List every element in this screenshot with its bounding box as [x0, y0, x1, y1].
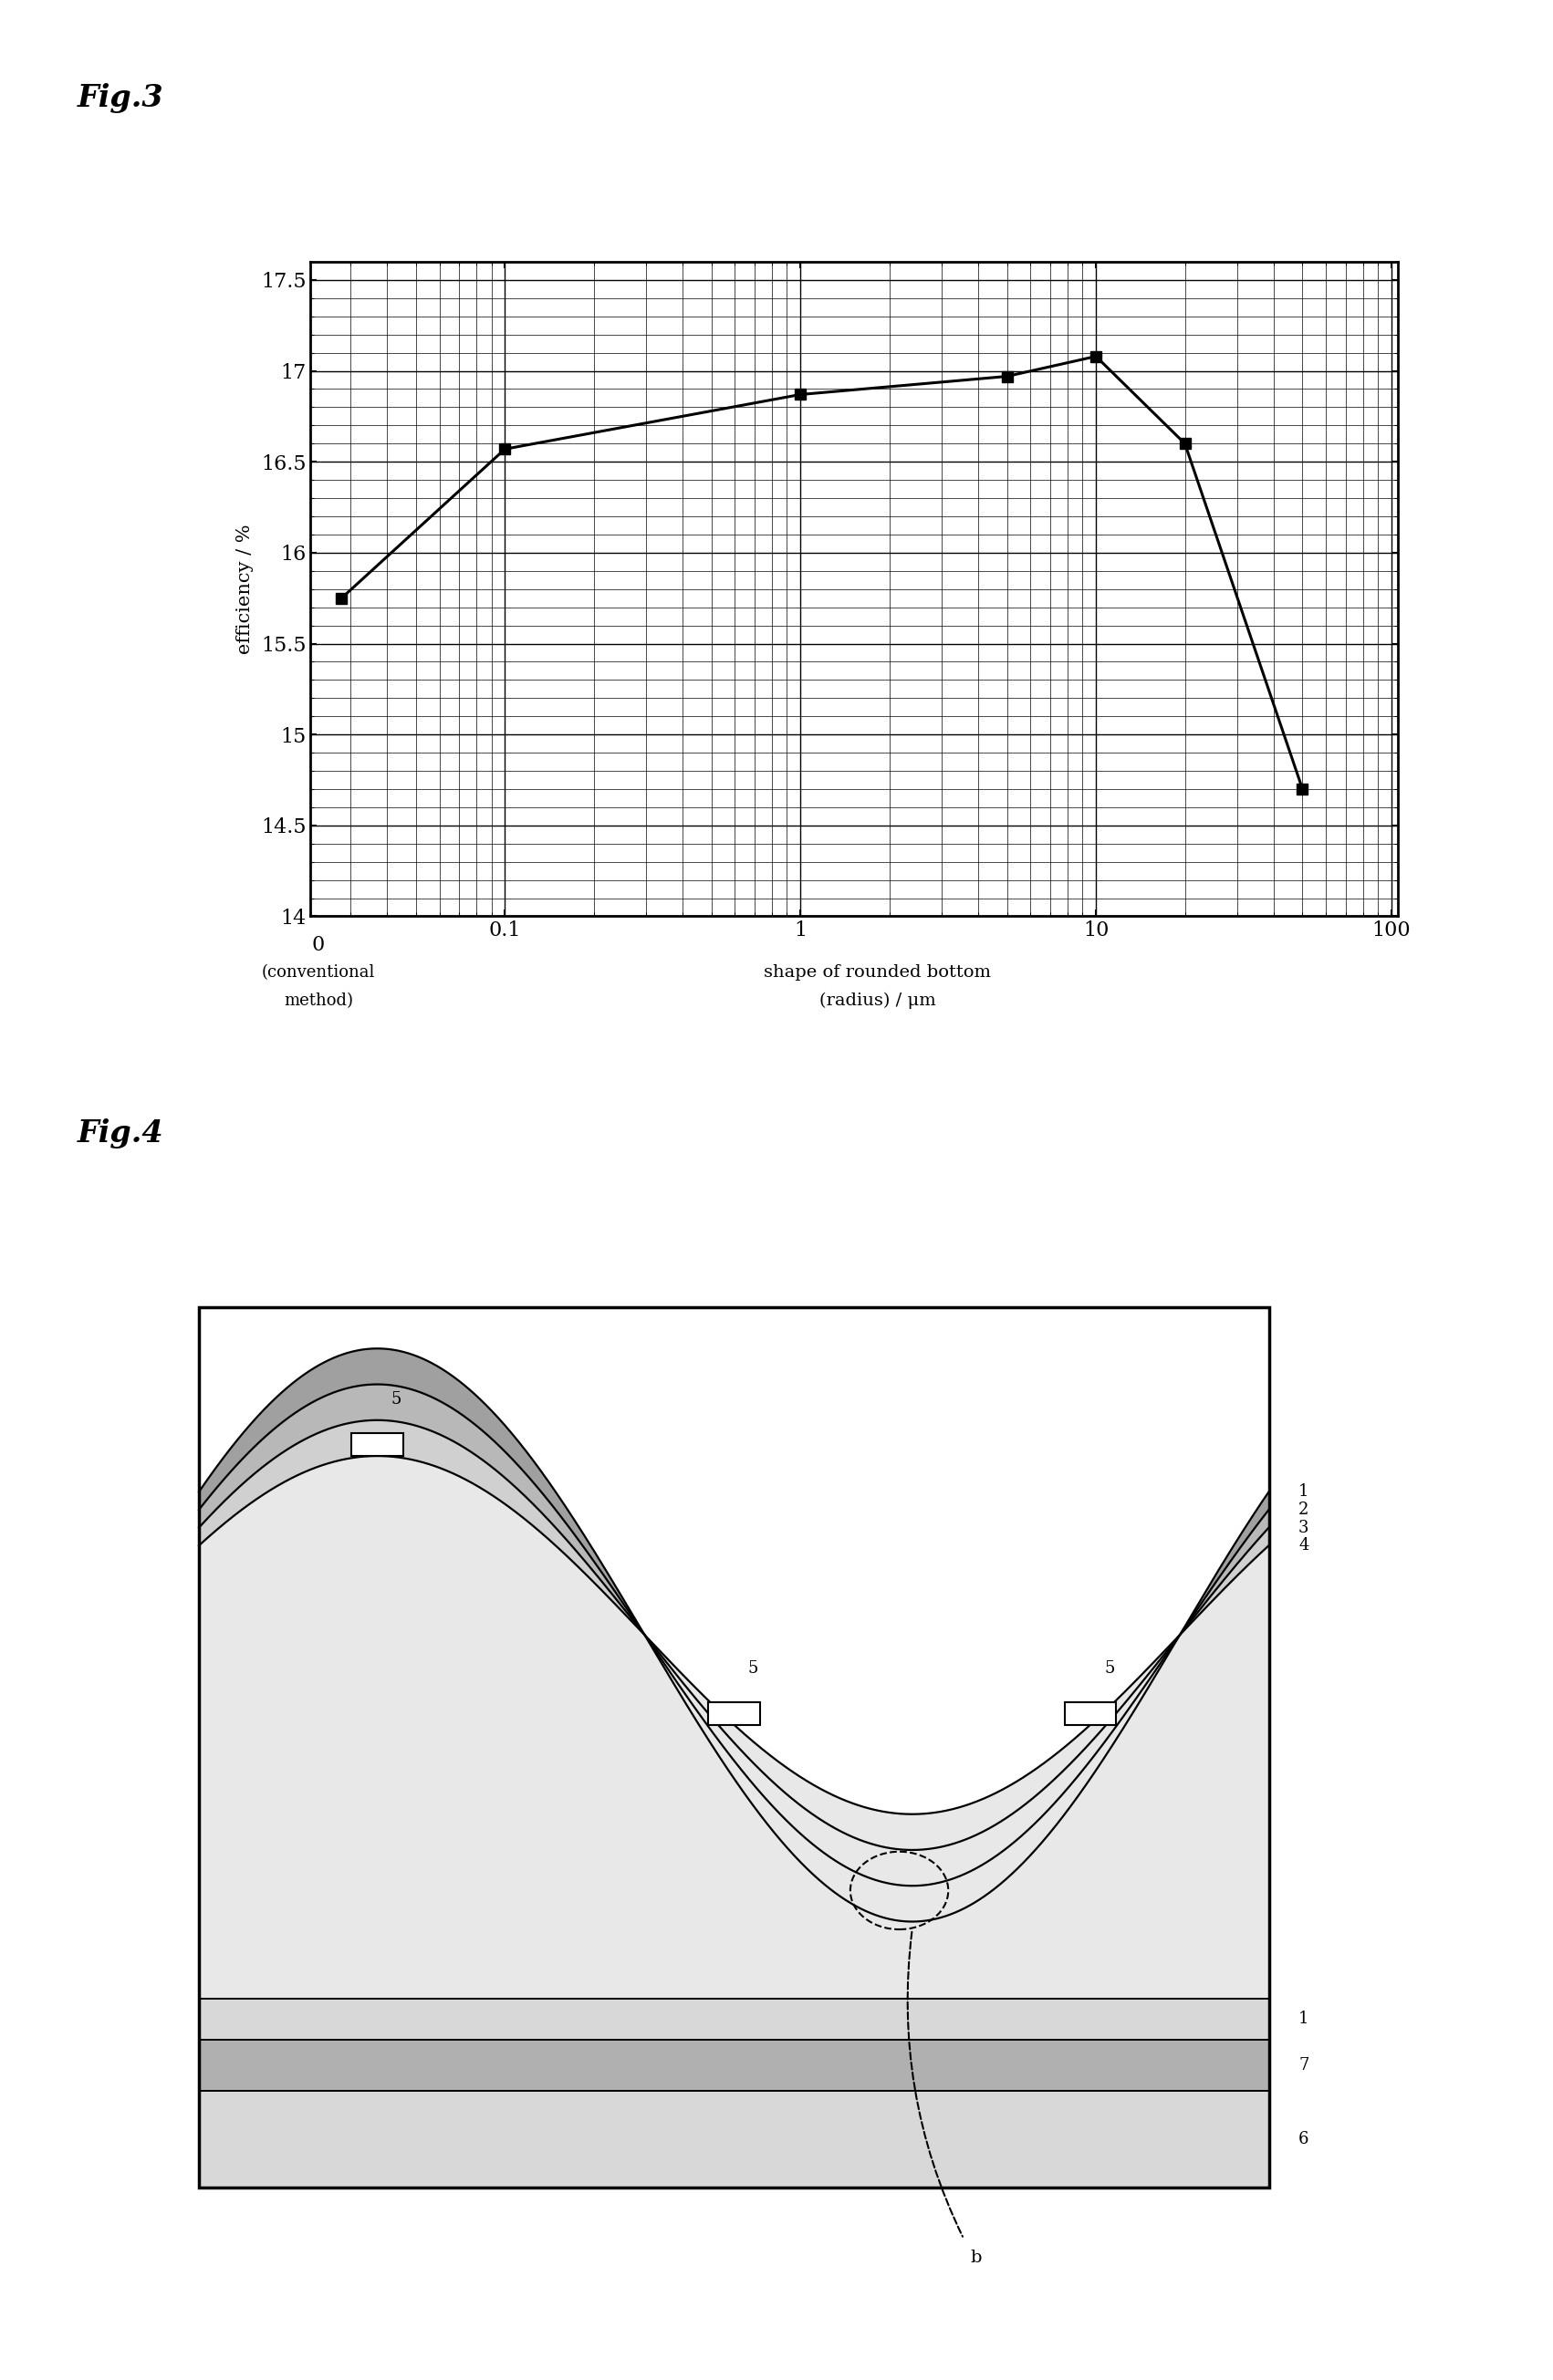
Text: shape of rounded bottom: shape of rounded bottom	[764, 964, 991, 981]
Text: 0: 0	[312, 935, 325, 954]
Text: 1: 1	[1298, 1483, 1309, 1499]
Bar	[351, 1433, 404, 1457]
Text: 5: 5	[1104, 1661, 1115, 1676]
Bar	[199, 2040, 1269, 2090]
Text: 1: 1	[1298, 2011, 1309, 2028]
Text: (radius) / μm: (radius) / μm	[818, 992, 936, 1009]
Bar	[1065, 1702, 1117, 1726]
Y-axis label: efficiency / %: efficiency / %	[236, 524, 253, 655]
Text: 5: 5	[391, 1392, 402, 1409]
Bar	[199, 1999, 1269, 2040]
Text: method): method)	[284, 992, 353, 1009]
Text: Fig.3: Fig.3	[78, 83, 165, 114]
Text: Fig.4: Fig.4	[78, 1119, 165, 1150]
Text: 2: 2	[1298, 1502, 1309, 1518]
Text: b: b	[971, 2249, 981, 2266]
Bar	[199, 1307, 1269, 2187]
Bar	[199, 1307, 1269, 1999]
Bar	[199, 2090, 1269, 2187]
Text: 4: 4	[1298, 1537, 1309, 1554]
Text: (conventional: (conventional	[261, 964, 376, 981]
Text: 5: 5	[749, 1661, 758, 1676]
Text: 7: 7	[1298, 2056, 1309, 2073]
Text: 6: 6	[1298, 2130, 1309, 2147]
Bar	[708, 1702, 759, 1726]
Text: 3: 3	[1298, 1518, 1309, 1535]
